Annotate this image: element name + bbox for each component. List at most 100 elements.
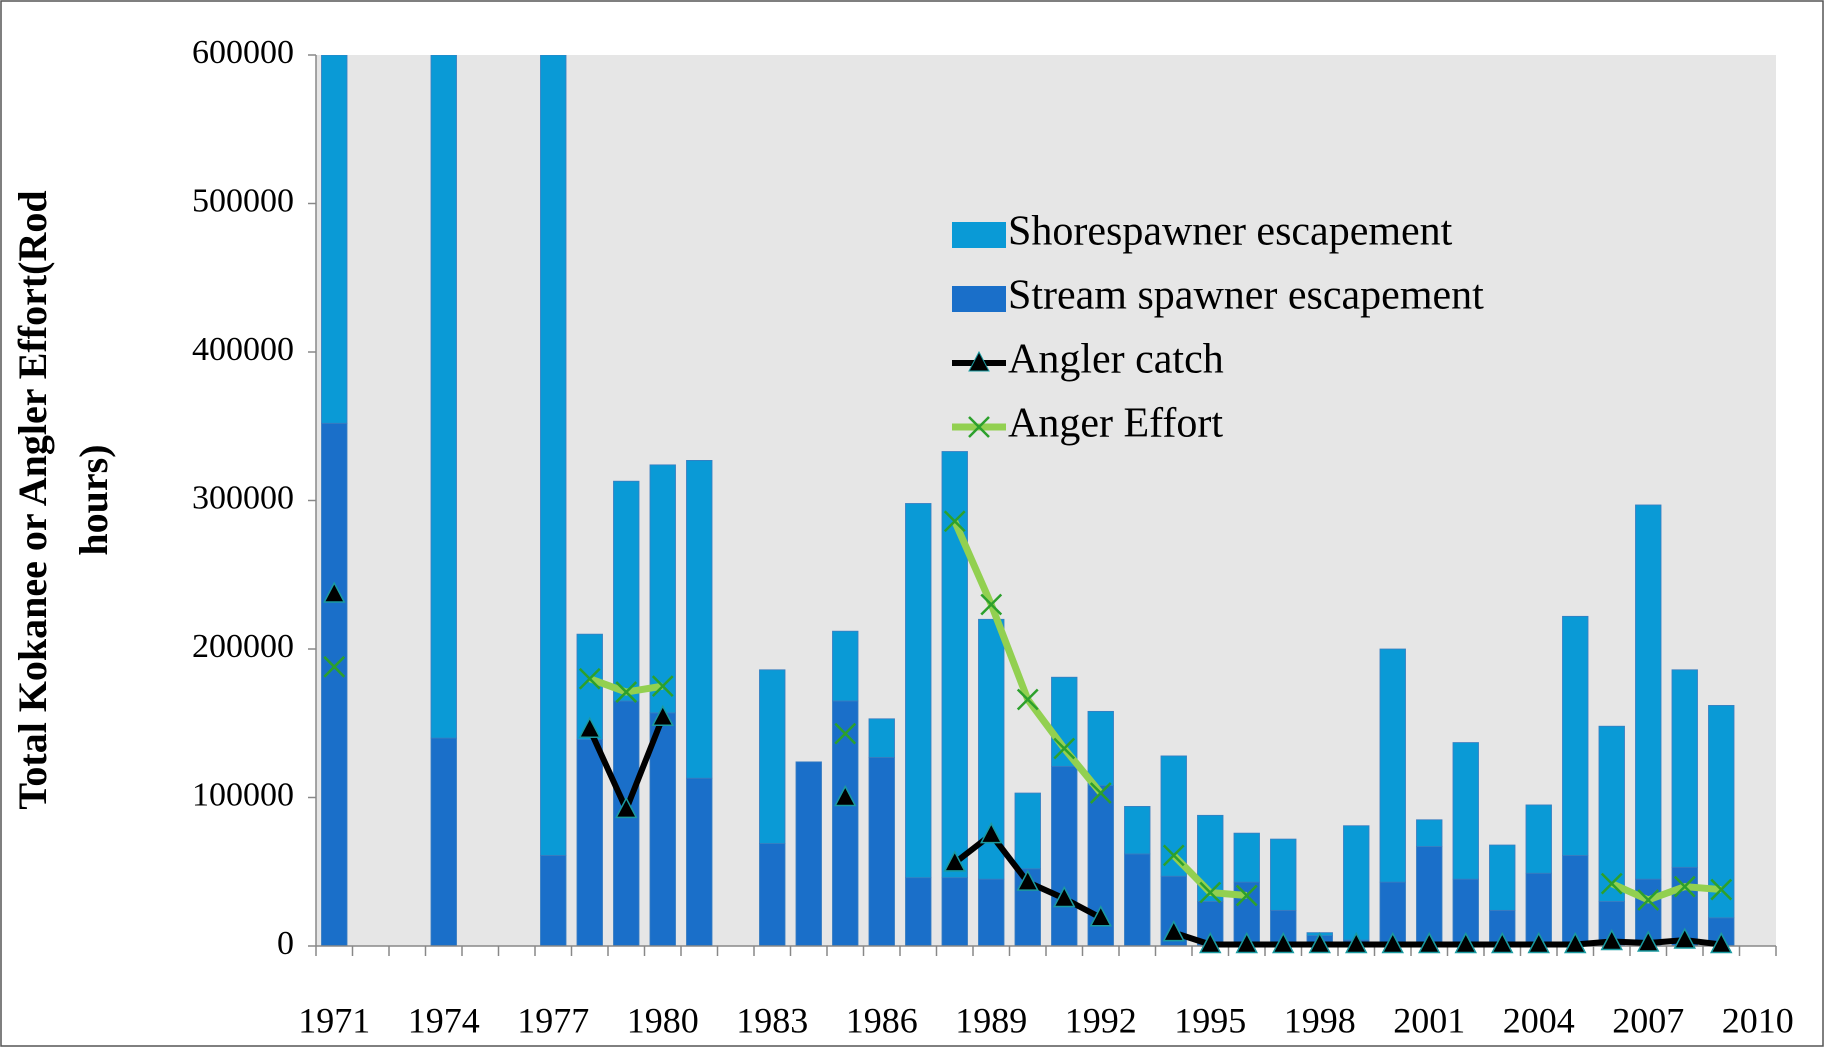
bar <box>613 480 640 702</box>
marker <box>1016 688 1039 711</box>
x-tick-label: 1983 <box>736 1000 808 1040</box>
marker <box>1089 905 1112 927</box>
bar <box>1452 742 1479 880</box>
marker <box>980 593 1003 616</box>
x-tick-label: 1992 <box>1065 1000 1137 1040</box>
legend-label: Shorespawner escapement <box>1008 209 1453 255</box>
bar <box>686 777 713 946</box>
bar <box>1270 838 1297 911</box>
marker <box>1162 920 1185 942</box>
marker <box>651 704 674 727</box>
bar <box>1416 819 1443 847</box>
bar <box>321 422 348 946</box>
marker <box>323 581 346 603</box>
marker <box>323 655 346 678</box>
marker <box>1600 872 1623 895</box>
bar <box>686 460 713 779</box>
bar <box>1233 832 1260 883</box>
y-tick-label: 400000 <box>192 331 294 368</box>
marker <box>1053 885 1076 908</box>
x-tick-label: 2007 <box>1612 1000 1684 1040</box>
y-tick-label: 0 <box>277 925 294 962</box>
marker <box>1491 931 1514 954</box>
marker <box>943 510 966 533</box>
marker <box>578 667 601 690</box>
x-tick-label: 1998 <box>1284 1000 1356 1040</box>
y-axis-title: hours) <box>71 444 116 555</box>
bar <box>321 55 348 424</box>
bars <box>321 55 1735 946</box>
marker <box>1710 931 1733 954</box>
bar <box>430 55 457 739</box>
bar <box>905 503 932 879</box>
bar <box>759 669 786 844</box>
bar <box>868 757 895 946</box>
legend-label: Angler catch <box>1008 337 1224 383</box>
marker <box>1016 869 1039 891</box>
marker <box>651 675 674 698</box>
marker <box>1308 931 1331 954</box>
bar <box>1379 648 1406 883</box>
bar <box>941 451 968 879</box>
marker <box>1637 889 1660 911</box>
marker <box>834 784 857 807</box>
bar <box>1598 725 1625 902</box>
legend-label: Stream spawner escapement <box>1008 273 1484 319</box>
x-tick-label: 2010 <box>1722 1000 1794 1040</box>
marker <box>1381 931 1404 954</box>
marker <box>1089 782 1112 804</box>
marker <box>943 850 966 872</box>
plot-area <box>316 55 1776 946</box>
bar <box>1343 825 1370 941</box>
y-tick-label: 300000 <box>192 479 294 516</box>
bar <box>1051 765 1078 946</box>
bar <box>941 877 968 946</box>
bar <box>1635 504 1662 880</box>
marker <box>1454 931 1477 954</box>
marker <box>1272 931 1295 954</box>
legend-label: Anger Effort <box>1008 401 1223 447</box>
bar <box>1087 710 1114 787</box>
bar <box>1671 669 1698 868</box>
bar <box>759 843 786 946</box>
y-axis-title: Total Kokanee or Angler Effort(Rod <box>10 190 55 809</box>
legend-marker <box>968 350 990 372</box>
marker <box>615 681 638 703</box>
marker <box>1673 927 1696 949</box>
marker <box>1637 930 1660 952</box>
x-tick-label: 2001 <box>1393 1000 1465 1040</box>
bar <box>795 761 822 946</box>
legend-swatch <box>952 222 1006 248</box>
bar <box>540 55 567 856</box>
marker <box>578 716 601 738</box>
bar <box>540 855 567 946</box>
marker <box>1235 931 1258 954</box>
bar <box>649 712 676 946</box>
bar <box>1562 855 1589 946</box>
marker <box>1673 875 1696 898</box>
marker <box>615 796 638 819</box>
marker <box>1235 884 1258 907</box>
bar <box>905 877 932 946</box>
marker <box>1199 881 1222 904</box>
bar <box>430 737 457 946</box>
marker <box>1710 878 1733 901</box>
bar <box>1525 804 1552 874</box>
bar <box>649 464 676 714</box>
bar <box>868 718 895 758</box>
bar <box>1124 806 1151 855</box>
bar <box>576 739 603 946</box>
marker <box>1199 931 1222 954</box>
marker <box>1527 931 1550 954</box>
x-tick-label: 1977 <box>517 1000 589 1040</box>
marker <box>1600 928 1623 951</box>
x-tick-label: 1989 <box>955 1000 1027 1040</box>
y-tick-label: 200000 <box>192 628 294 665</box>
marker <box>980 822 1003 844</box>
bar <box>832 700 859 946</box>
bar <box>613 700 640 946</box>
marker <box>1345 931 1368 954</box>
bar <box>1051 676 1078 767</box>
x-tick-label: 1974 <box>408 1000 480 1040</box>
